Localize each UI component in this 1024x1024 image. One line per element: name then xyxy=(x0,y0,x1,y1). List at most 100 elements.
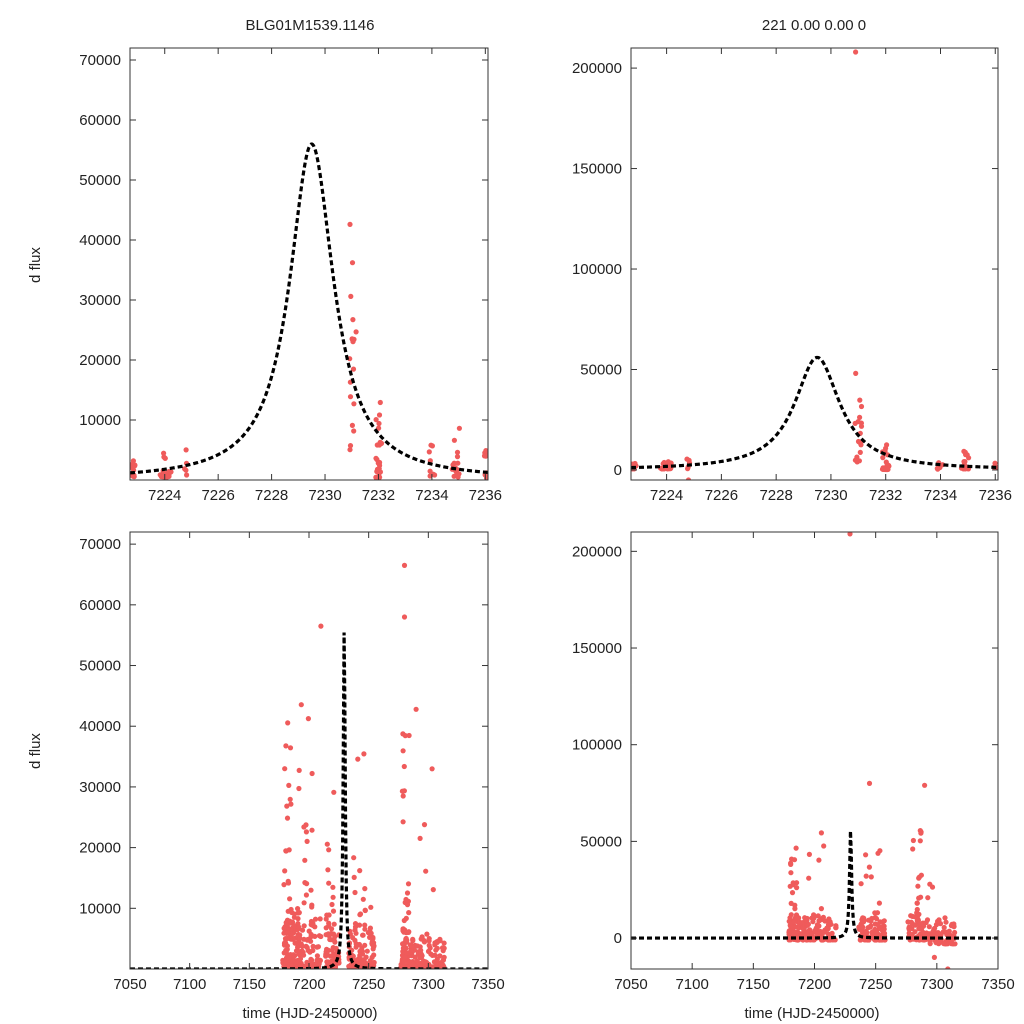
data-point xyxy=(454,449,461,455)
data-point xyxy=(410,936,416,942)
x-tick-label: 7250 xyxy=(352,976,385,993)
data-point xyxy=(400,793,406,799)
data-point xyxy=(327,936,333,943)
data-point xyxy=(426,449,432,455)
data-point xyxy=(324,912,330,918)
data-point xyxy=(304,881,310,887)
ylabel-bottom-left: d flux xyxy=(27,733,44,769)
y-tick-label: 40000 xyxy=(79,232,121,249)
data-point xyxy=(826,920,832,926)
data-point xyxy=(426,936,432,942)
y-tick-label: 100000 xyxy=(572,261,622,278)
data-point xyxy=(403,896,409,903)
data-point xyxy=(358,960,364,966)
data-point xyxy=(423,868,429,874)
data-point xyxy=(865,925,871,931)
data-point xyxy=(868,874,874,880)
data-point xyxy=(296,767,302,774)
data-point xyxy=(858,423,865,429)
data-point xyxy=(429,766,435,772)
y-tick-label: 40000 xyxy=(79,718,121,735)
y-tick-label: 20000 xyxy=(79,840,121,857)
data-point xyxy=(875,850,881,856)
x-tick-label: 7100 xyxy=(675,976,708,993)
data-point xyxy=(440,957,446,963)
data-point xyxy=(296,910,302,916)
data-point xyxy=(284,803,290,809)
data-point xyxy=(406,732,412,739)
data-point xyxy=(355,956,362,962)
data-point xyxy=(924,917,931,923)
data-point xyxy=(287,896,293,902)
data-point xyxy=(866,780,873,787)
x-tick-label: 7350 xyxy=(981,976,1014,993)
data-point xyxy=(410,961,417,967)
data-point xyxy=(284,815,291,821)
data-point xyxy=(884,463,890,469)
data-point xyxy=(283,920,289,926)
data-point xyxy=(935,466,941,472)
data-point xyxy=(421,958,427,964)
data-point xyxy=(852,420,858,426)
data-point xyxy=(936,917,942,923)
data-point xyxy=(916,911,922,917)
data-point xyxy=(814,922,821,928)
y-tick-label: 70000 xyxy=(79,52,121,69)
data-point xyxy=(419,935,425,942)
data-point xyxy=(183,467,189,473)
data-point xyxy=(326,880,332,886)
data-point xyxy=(330,884,336,890)
data-point xyxy=(794,915,800,921)
data-point xyxy=(285,720,291,726)
data-point xyxy=(433,947,439,953)
data-point xyxy=(309,827,315,833)
data-point xyxy=(401,763,407,770)
data-point xyxy=(362,886,368,892)
data-point xyxy=(283,743,289,749)
data-point xyxy=(367,958,373,964)
data-point xyxy=(927,941,933,947)
x-tick-label: 7224 xyxy=(148,487,181,504)
data-point xyxy=(350,317,356,323)
data-point xyxy=(881,926,887,932)
data-point xyxy=(365,930,371,936)
data-point xyxy=(863,852,869,858)
data-point xyxy=(286,955,292,961)
scatter-points xyxy=(280,562,447,969)
data-point xyxy=(631,461,635,467)
data-point xyxy=(456,425,462,431)
y-tick-label: 0 xyxy=(614,930,622,947)
data-point xyxy=(401,958,407,965)
data-point xyxy=(286,782,292,789)
data-point xyxy=(883,445,889,451)
data-point xyxy=(853,49,859,55)
data-point xyxy=(871,932,877,938)
data-point xyxy=(417,962,423,968)
data-point xyxy=(409,943,415,949)
data-point xyxy=(938,931,944,937)
data-point xyxy=(809,931,815,938)
data-point xyxy=(350,366,357,372)
data-point xyxy=(804,915,810,922)
data-point xyxy=(857,397,863,403)
y-tick-label: 10000 xyxy=(79,412,121,429)
data-point xyxy=(934,938,940,945)
data-point xyxy=(403,939,410,945)
data-point xyxy=(330,894,336,900)
data-point xyxy=(818,830,825,836)
data-point xyxy=(805,922,811,928)
data-point xyxy=(941,924,947,931)
x-tick-label: 7100 xyxy=(173,976,206,993)
y-tick-label: 0 xyxy=(614,462,622,479)
data-point xyxy=(361,751,367,757)
scatter-points xyxy=(130,221,488,480)
data-point xyxy=(299,943,306,949)
data-point xyxy=(930,929,936,935)
data-point xyxy=(685,477,692,480)
data-point xyxy=(330,931,337,937)
y-tick-label: 50000 xyxy=(79,172,121,189)
data-point xyxy=(283,950,289,956)
data-point xyxy=(303,822,309,828)
data-point xyxy=(926,936,932,942)
data-point xyxy=(858,937,864,943)
